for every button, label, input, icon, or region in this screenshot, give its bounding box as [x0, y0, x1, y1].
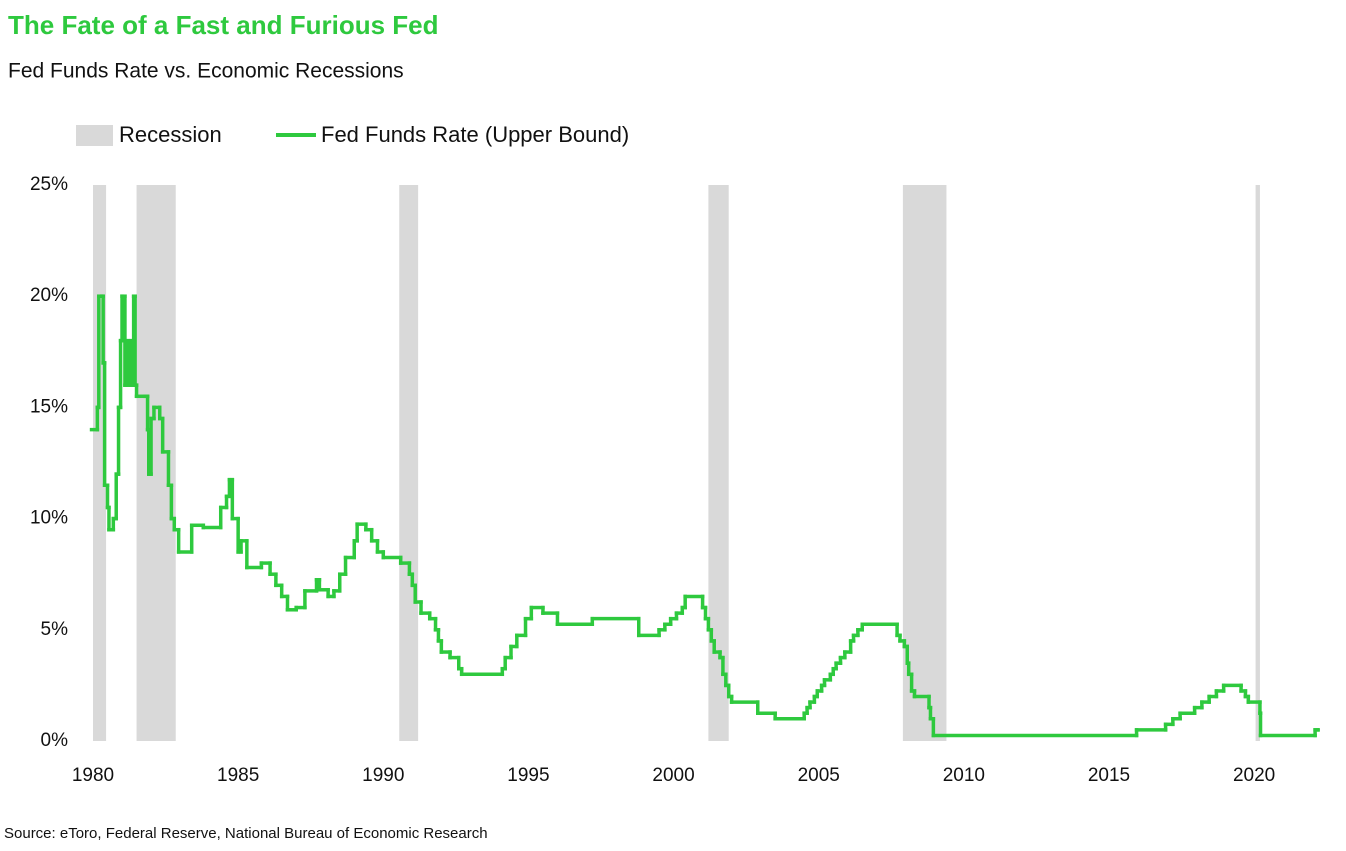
rate-point [1316, 728, 1320, 732]
x-tick-label: 1980 [72, 765, 114, 786]
x-tick-label: 2010 [943, 765, 985, 786]
legend-label: Recession [119, 122, 222, 147]
recession-band [1255, 185, 1260, 741]
y-tick-label: 10% [30, 508, 68, 529]
y-tick-label: 0% [41, 730, 69, 751]
legend-label: Fed Funds Rate (Upper Bound) [321, 122, 629, 147]
chart-subtitle: Fed Funds Rate vs. Economic Recessions [8, 60, 404, 83]
source-note: Source: eToro, Federal Reserve, National… [4, 825, 488, 842]
recession-band [399, 185, 419, 741]
legend-swatch [76, 125, 113, 146]
y-tick-label: 25% [30, 174, 68, 195]
x-tick-label: 2020 [1233, 765, 1275, 786]
y-tick-label: 5% [41, 619, 69, 640]
chart-title: The Fate of a Fast and Furious Fed [8, 10, 439, 40]
recession-band [902, 185, 947, 741]
y-tick-label: 15% [30, 396, 68, 417]
x-tick-label: 1985 [217, 765, 259, 786]
x-tick-label: 2000 [652, 765, 694, 786]
y-tick-label: 20% [30, 285, 68, 306]
x-tick-label: 1995 [507, 765, 549, 786]
x-tick-label: 1990 [362, 765, 404, 786]
recession-band [708, 185, 729, 741]
x-tick-label: 2005 [798, 765, 840, 786]
x-tick-label: 2015 [1088, 765, 1130, 786]
